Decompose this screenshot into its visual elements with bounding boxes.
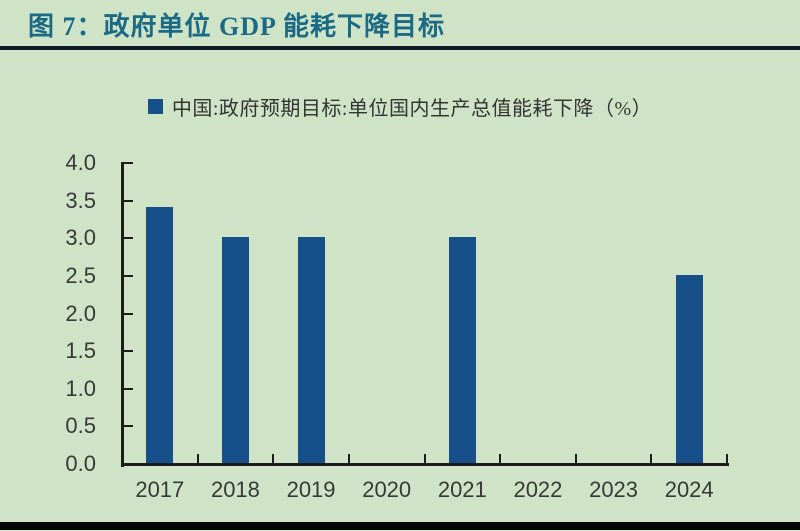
y-axis-line (121, 162, 124, 467)
bar-2021 (448, 237, 476, 463)
x-tick-label-2020: 2020 (362, 477, 412, 502)
x-tick-6 (574, 454, 577, 463)
x-tick-label-2024: 2024 (664, 477, 714, 502)
x-axis-line (121, 463, 729, 466)
bar-2024 (675, 274, 703, 463)
x-tick-label-2021: 2021 (437, 477, 487, 502)
x-tick-3 (347, 454, 350, 463)
x-tick-label-2019: 2019 (286, 477, 336, 502)
x-tick-label-2017: 2017 (135, 477, 185, 502)
y-tick-label-1.5: 1.5 (65, 338, 96, 364)
legend-series-swatch-icon (147, 98, 163, 114)
bar-2017 (146, 207, 174, 463)
y-tick-0.0 (124, 463, 133, 465)
x-tick-4 (423, 454, 426, 463)
y-tick-label-4.0: 4.0 (65, 150, 96, 175)
bar-2018 (221, 237, 249, 463)
y-tick-1.0 (124, 387, 133, 390)
y-tick-label-3.5: 3.5 (65, 187, 96, 213)
x-tick-8 (726, 454, 728, 463)
x-tick-5 (499, 454, 502, 463)
title-divider-line (0, 46, 800, 50)
y-tick-label-2.0: 2.0 (65, 300, 96, 326)
y-tick-label-2.5: 2.5 (65, 262, 96, 288)
y-tick-0.5 (124, 425, 133, 428)
bar-2019 (297, 237, 325, 463)
y-tick-label-0.0: 0.0 (65, 451, 96, 476)
x-tick-2 (272, 454, 275, 463)
x-tick-label-2018: 2018 (210, 477, 260, 502)
y-tick-3.0 (124, 237, 133, 240)
y-tick-1.5 (124, 350, 133, 353)
y-tick-label-0.5: 0.5 (65, 413, 96, 439)
x-tick-0 (121, 454, 123, 463)
y-tick-3.5 (124, 199, 133, 202)
legend-series-label: 中国:政府预期目标:单位国内生产总值能耗下降（%） (171, 97, 653, 120)
x-tick-label-2022: 2022 (513, 477, 563, 502)
figure-title: 图 7：政府单位 GDP 能耗下降目标 (28, 12, 445, 41)
bottom-border-bar (0, 522, 800, 530)
y-tick-2.0 (124, 312, 133, 315)
y-tick-label-1.0: 1.0 (65, 375, 96, 401)
chart-legend: 中国:政府预期目标:单位国内生产总值能耗下降（%） (0, 94, 800, 120)
x-tick-7 (650, 454, 653, 463)
x-tick-label-2023: 2023 (589, 477, 639, 502)
x-tick-1 (196, 454, 199, 463)
y-tick-4.0 (124, 162, 133, 164)
y-tick-label-3.0: 3.0 (65, 225, 96, 251)
y-tick-2.5 (124, 274, 133, 277)
